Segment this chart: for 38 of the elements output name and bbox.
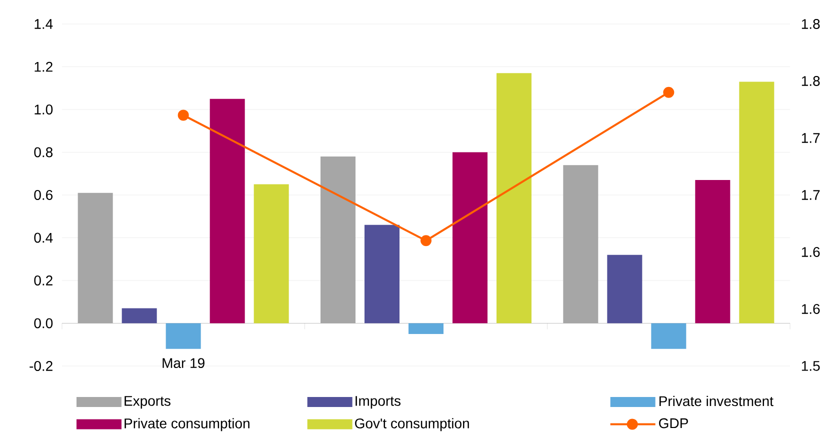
x-tick-label: Mar 19 bbox=[162, 358, 204, 368]
y-tick-label: 0.6 bbox=[34, 190, 53, 200]
y2-tick-label: 1.7 bbox=[802, 133, 820, 143]
legend-label: Gov't consumption bbox=[355, 418, 469, 432]
bar bbox=[651, 323, 686, 349]
legend-label: GDP bbox=[659, 418, 688, 428]
point bbox=[663, 86, 674, 98]
legend-label: Private consumption bbox=[124, 418, 250, 432]
bar bbox=[122, 308, 157, 324]
bar bbox=[364, 224, 400, 324]
y-tick-label: 1.2 bbox=[34, 62, 52, 72]
y2-tick-label: 1.8 bbox=[802, 76, 820, 86]
y2-tick-label: 1.7 bbox=[802, 190, 820, 200]
y-tick-label: 0.4 bbox=[34, 232, 53, 243]
bar bbox=[166, 323, 201, 349]
bar bbox=[607, 254, 642, 324]
bar bbox=[210, 98, 245, 324]
y2-tick-label: 1.8 bbox=[802, 19, 820, 29]
legend-label: Private investment bbox=[659, 396, 774, 406]
bar bbox=[452, 152, 488, 324]
y-tick-label: 0.2 bbox=[34, 276, 52, 286]
y-tick-label: 1.4 bbox=[34, 19, 53, 29]
y2-tick-label: 1.6 bbox=[802, 304, 820, 314]
legend-label: Imports bbox=[356, 396, 401, 409]
point bbox=[178, 110, 189, 121]
bar bbox=[496, 73, 532, 324]
y2-tick-label: 1.6 bbox=[802, 247, 820, 257]
bar bbox=[739, 82, 774, 324]
y-tick-label: 1.0 bbox=[34, 104, 53, 114]
legend-label: Exports bbox=[124, 396, 170, 409]
bar bbox=[695, 180, 730, 324]
bar bbox=[254, 184, 289, 324]
y-tick-label: -0.2 bbox=[30, 361, 52, 371]
point bbox=[420, 235, 432, 246]
y-tick-label: 0.8 bbox=[34, 147, 53, 158]
y2-tick-label: 1.5 bbox=[802, 361, 820, 371]
y-tick-label: 0.0 bbox=[34, 318, 53, 328]
bar bbox=[408, 323, 444, 334]
